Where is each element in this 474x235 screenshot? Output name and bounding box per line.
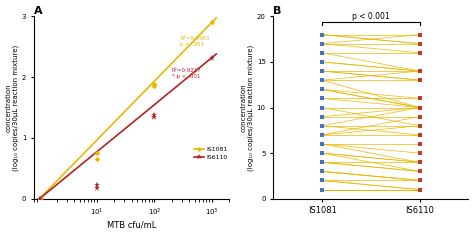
Text: R²=0.9217
* p < .001: R²=0.9217 * p < .001 — [172, 68, 201, 79]
X-axis label: MTB cfu/mL: MTB cfu/mL — [107, 220, 156, 229]
Y-axis label: concentration
(log₁₀ copies/30μL reaction mixture): concentration (log₁₀ copies/30μL reactio… — [6, 44, 19, 171]
Text: B: B — [273, 6, 282, 16]
Y-axis label: concentration
(log₁₀ copies/30μL reaction mixture): concentration (log₁₀ copies/30μL reactio… — [240, 44, 254, 171]
Text: A: A — [34, 6, 43, 16]
Legend: IS1081, IS6110: IS1081, IS6110 — [192, 144, 230, 163]
Text: R²=0.9961
p < .001: R²=0.9961 p < .001 — [180, 36, 210, 47]
Text: p < 0.001: p < 0.001 — [352, 12, 390, 21]
